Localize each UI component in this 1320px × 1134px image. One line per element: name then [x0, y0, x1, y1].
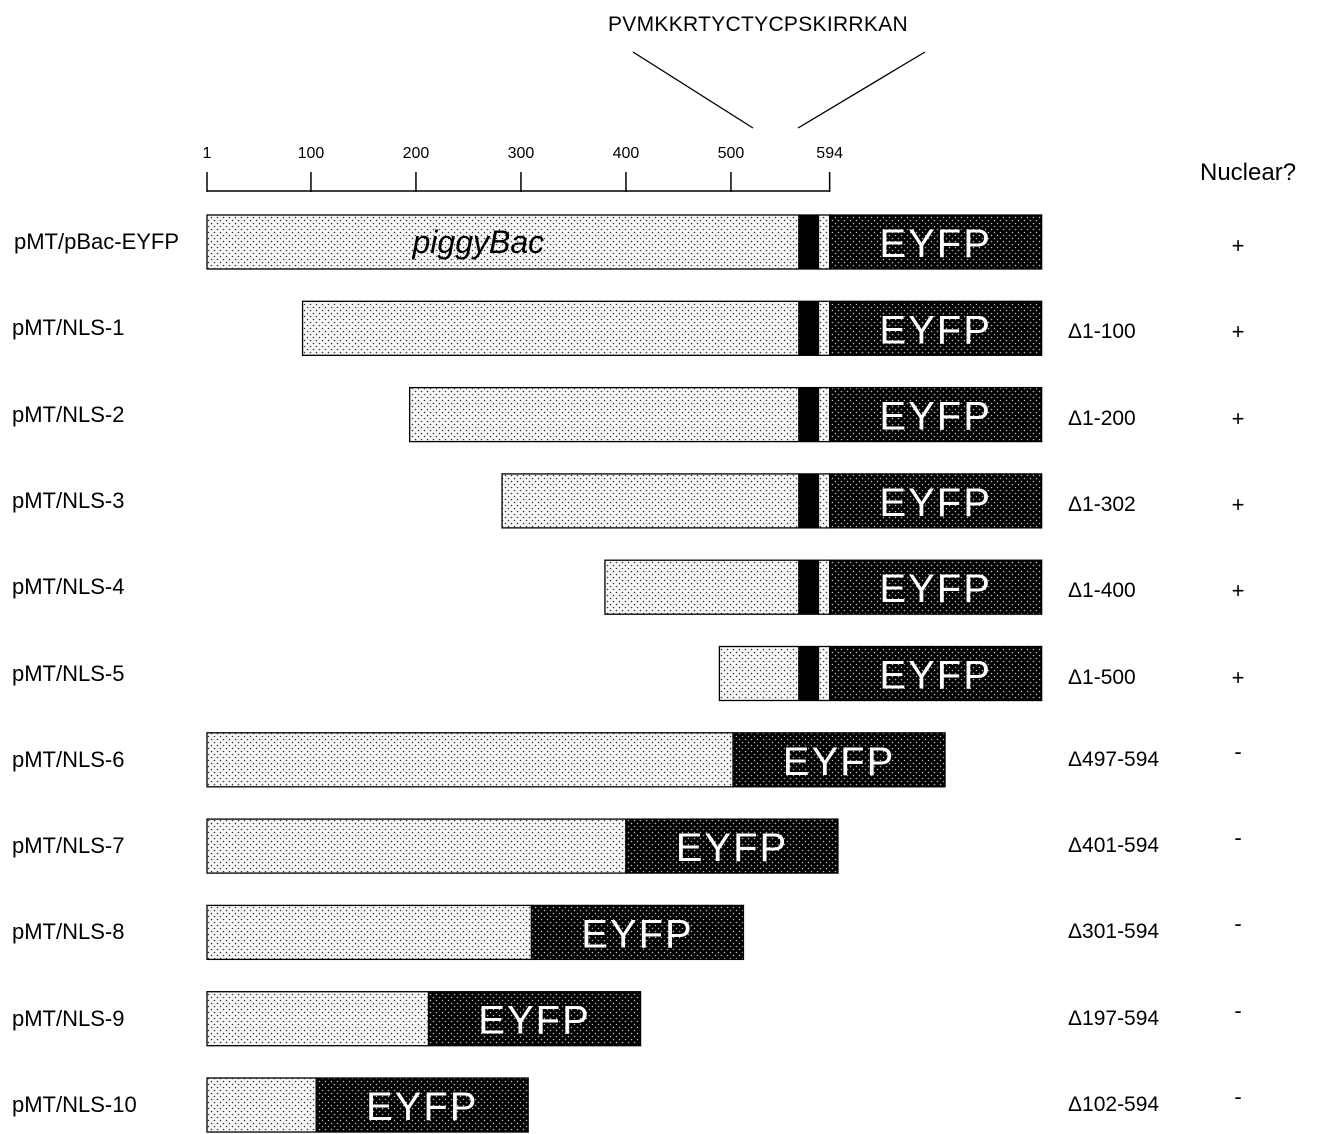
scale-tick-label: 100: [298, 145, 325, 162]
eyfp-label: EYFP: [581, 912, 693, 956]
eyfp-segment: [829, 300, 1043, 356]
eyfp-label: EYFP: [478, 999, 590, 1043]
eyfp-label: EYFP: [879, 567, 991, 611]
eyfp-label: EYFP: [879, 308, 991, 352]
nuclear-result: +: [1231, 578, 1245, 604]
nuclear-result: +: [1231, 233, 1245, 258]
deletion-label: Δ1-500: [1068, 665, 1136, 689]
construct-bar: EYFP: [501, 473, 1043, 529]
construct-name: pMT/NLS-4: [12, 574, 125, 600]
nls-sequence-label: PVMKKRTYCTYCPSKIRRKAN: [608, 13, 908, 36]
construct-name: pMT/NLS-5: [12, 660, 125, 686]
deletion-label: Δ301-594: [1068, 920, 1160, 944]
construct-bar: piggyBac EYFP: [206, 214, 1043, 270]
nuclear-result: +: [1231, 491, 1245, 517]
deletion-label: Δ1-400: [1068, 579, 1136, 603]
nuclear-result: -: [1234, 997, 1242, 1023]
piggybac-label: piggyBac: [412, 224, 545, 260]
eyfp-label: EYFP: [783, 740, 895, 784]
eyfp-segment: [625, 818, 839, 874]
construct-bar: EYFP: [408, 386, 1043, 443]
zoom-line-left: [632, 51, 754, 129]
scale-tick-label: 594: [816, 145, 843, 162]
nls-block: [798, 646, 820, 701]
sequence-zoom-lines: [632, 51, 926, 129]
piggybac-segment: [501, 473, 831, 529]
eyfp-label: EYFP: [879, 222, 991, 266]
nls-block: [798, 387, 820, 442]
nuclear-result: -: [1234, 825, 1242, 851]
nuclear-result: -: [1234, 738, 1242, 764]
deletion-label: Δ1-302: [1068, 492, 1136, 516]
piggybac-segment: [604, 559, 831, 615]
construct-bar: EYFP: [718, 645, 1043, 702]
nuclear-result: -: [1234, 1084, 1242, 1109]
piggybac-segment: [206, 1077, 317, 1133]
deletion-label: Δ401-594: [1068, 834, 1160, 858]
nls-block: [798, 560, 820, 615]
scale-tick-label: 200: [403, 145, 430, 162]
nls-block: [798, 473, 820, 528]
construct-name: pMT/NLS-6: [12, 746, 125, 772]
piggybac-segment: [408, 386, 831, 443]
eyfp-label: EYFP: [879, 654, 991, 698]
construct-name: pMT/NLS-3: [12, 487, 125, 513]
deletion-label: Δ197-594: [1068, 1006, 1160, 1030]
eyfp-segment: [829, 559, 1043, 615]
construct-bar: EYFP: [206, 1077, 529, 1133]
piggybac-segment: [206, 818, 627, 874]
construct-name: pMT/NLS-9: [12, 1005, 125, 1031]
eyfp-segment: [732, 732, 946, 788]
construct-name: pMT/NLS-8: [12, 919, 125, 945]
scale-tick-label: 500: [718, 145, 745, 162]
amino-acid-scale: 1 100 200 300 400 500 594: [203, 145, 843, 192]
piggybac-segment: [301, 300, 831, 356]
eyfp-segment: [829, 386, 1043, 443]
piggybac-segment: [206, 904, 533, 961]
nuclear-column-header: Nuclear?: [1200, 159, 1297, 186]
nuclear-result: +: [1231, 319, 1245, 345]
piggybac-segment: [206, 214, 831, 270]
piggybac-segment: [206, 991, 430, 1047]
zoom-line-right: [797, 51, 926, 129]
nuclear-result: +: [1231, 405, 1245, 431]
construct-name: pMT/pBac-EYFP: [14, 229, 180, 254]
eyfp-segment: [530, 904, 745, 961]
construct-rows: piggyBac EYFPEYFPEYFPEYFPEYFPEYFPEYFPEYFP…: [206, 214, 1043, 1133]
eyfp-label: EYFP: [879, 395, 991, 439]
eyfp-segment: [427, 991, 642, 1047]
eyfp-segment: [829, 473, 1043, 529]
nuclear-result: -: [1234, 911, 1242, 937]
construct-bar: EYFP: [206, 732, 946, 788]
scale-tick-label: 1: [203, 145, 212, 162]
piggybac-segment: [206, 732, 734, 788]
eyfp-segment: [315, 1077, 529, 1133]
nls-block: [798, 215, 820, 269]
scale-tick-label: 400: [613, 145, 640, 162]
eyfp-segment: [829, 645, 1043, 702]
deletion-label: Δ497-594: [1068, 747, 1160, 771]
eyfp-label: EYFP: [366, 1085, 478, 1129]
deletion-label: Δ1-200: [1068, 406, 1136, 430]
eyfp-segment: [829, 214, 1043, 270]
construct-bar: EYFP: [301, 300, 1043, 356]
construct-name: pMT/NLS-7: [12, 833, 125, 859]
construct-bar: EYFP: [604, 559, 1043, 615]
construct-name: pMT/NLS-2: [12, 401, 125, 427]
deletion-label: Δ102-594: [1068, 1093, 1160, 1116]
eyfp-label: EYFP: [676, 826, 788, 870]
construct-bar: EYFP: [206, 991, 642, 1047]
nuclear-result: +: [1231, 664, 1245, 690]
scale-tick-label: 300: [508, 145, 535, 162]
eyfp-label: EYFP: [879, 481, 991, 525]
construct-bar: EYFP: [206, 904, 745, 961]
construct-name: pMT/NLS-1: [12, 315, 125, 341]
deletion-label: Δ1-100: [1068, 320, 1136, 344]
construct-bar: EYFP: [206, 818, 839, 874]
nls-block: [798, 301, 820, 356]
construct-name: pMT/NLS-10: [12, 1092, 137, 1117]
